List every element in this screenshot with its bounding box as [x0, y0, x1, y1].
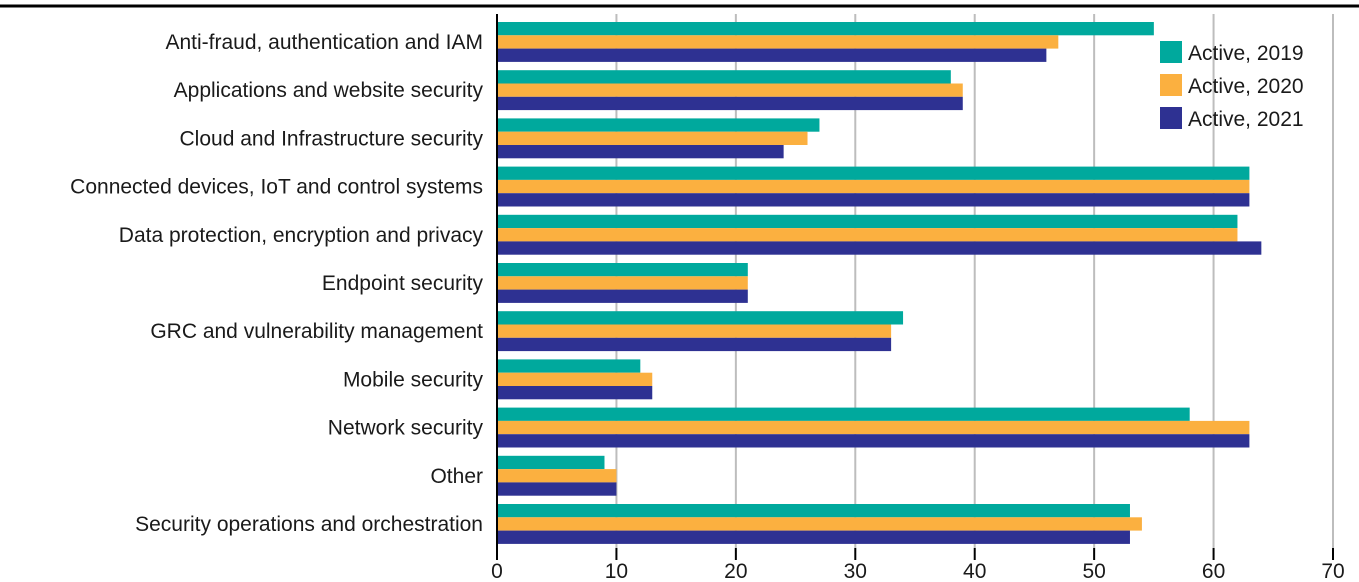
bar-4-series-2 — [497, 179, 1250, 194]
x-tick-label: 30 — [844, 560, 867, 582]
category-labels: Anti-fraud, authentication and IAM Applic… — [70, 31, 483, 536]
bar-7-series-1 — [497, 311, 904, 325]
x-tick-label: 40 — [963, 560, 986, 582]
bar-3-series-1 — [497, 118, 820, 132]
bar-3-series-3 — [497, 145, 784, 159]
legend-label-1: Active, 2019 — [1188, 42, 1304, 65]
legend: Active, 2019 Active, 2020 Active, 2021 — [1160, 41, 1304, 131]
bar-7-series-2 — [497, 324, 892, 338]
x-tick-label: 70 — [1321, 560, 1344, 582]
category-label: Mobile security — [343, 368, 484, 391]
category-label: Network security — [328, 417, 484, 440]
bar-2-series-3 — [497, 96, 963, 111]
bar-5-series-2 — [497, 228, 1238, 242]
bar-11-series-2 — [497, 517, 1142, 531]
bar-1-series-3 — [497, 48, 1047, 62]
legend-swatch-2 — [1160, 74, 1182, 96]
category-label: Connected devices, IoT and control syste… — [70, 176, 483, 199]
category-label: Security operations and orchestration — [135, 513, 483, 536]
bar-10-series-2 — [497, 469, 617, 483]
bar-7-series-3 — [497, 337, 892, 352]
bar-2-series-1 — [497, 70, 951, 84]
x-tick-labels: 0 10 20 30 40 50 60 70 — [491, 560, 1345, 582]
bar-4-series-1 — [497, 166, 1250, 180]
x-tick-label: 10 — [605, 560, 628, 582]
bar-5-series-1 — [497, 214, 1238, 229]
bar-9-series-3 — [497, 434, 1250, 448]
category-label: Cloud and Infrastructure security — [180, 127, 484, 150]
category-label: Anti-fraud, authentication and IAM — [165, 31, 483, 54]
legend-label-2: Active, 2020 — [1188, 75, 1304, 98]
bar-6-series-2 — [497, 276, 748, 290]
x-tick-label: 60 — [1202, 560, 1225, 582]
axes — [496, 14, 1334, 560]
category-label: GRC and vulnerability management — [150, 320, 483, 343]
bar-9-series-2 — [497, 420, 1250, 435]
bar-1-series-2 — [497, 35, 1059, 49]
legend-swatch-3 — [1160, 107, 1182, 129]
x-tick-label: 0 — [491, 560, 503, 582]
bar-2-series-2 — [497, 83, 963, 97]
bar-11-series-1 — [497, 504, 1130, 518]
x-tick-label: 20 — [724, 560, 747, 582]
bar-6-series-1 — [497, 263, 748, 277]
bar-1-series-1 — [497, 22, 1154, 36]
bar-4-series-3 — [497, 193, 1250, 207]
category-label: Applications and website security — [174, 79, 484, 102]
bar-8-series-3 — [497, 386, 653, 400]
bar-9-series-1 — [497, 407, 1190, 421]
bar-10-series-3 — [497, 482, 617, 496]
legend-swatch-1 — [1160, 41, 1182, 63]
bar-8-series-2 — [497, 372, 653, 386]
category-label: Data protection, encryption and privacy — [119, 224, 484, 247]
category-label: Other — [430, 465, 483, 488]
x-tick-label: 50 — [1082, 560, 1105, 582]
bar-3-series-2 — [497, 131, 808, 145]
bar-10-series-1 — [497, 455, 605, 470]
category-label: Endpoint security — [322, 272, 484, 295]
bar-6-series-3 — [497, 289, 748, 303]
bars — [497, 22, 1262, 544]
legend-label-3: Active, 2021 — [1188, 108, 1304, 131]
bar-5-series-3 — [497, 241, 1262, 255]
bar-8-series-1 — [497, 359, 641, 373]
bar-11-series-3 — [497, 530, 1130, 544]
